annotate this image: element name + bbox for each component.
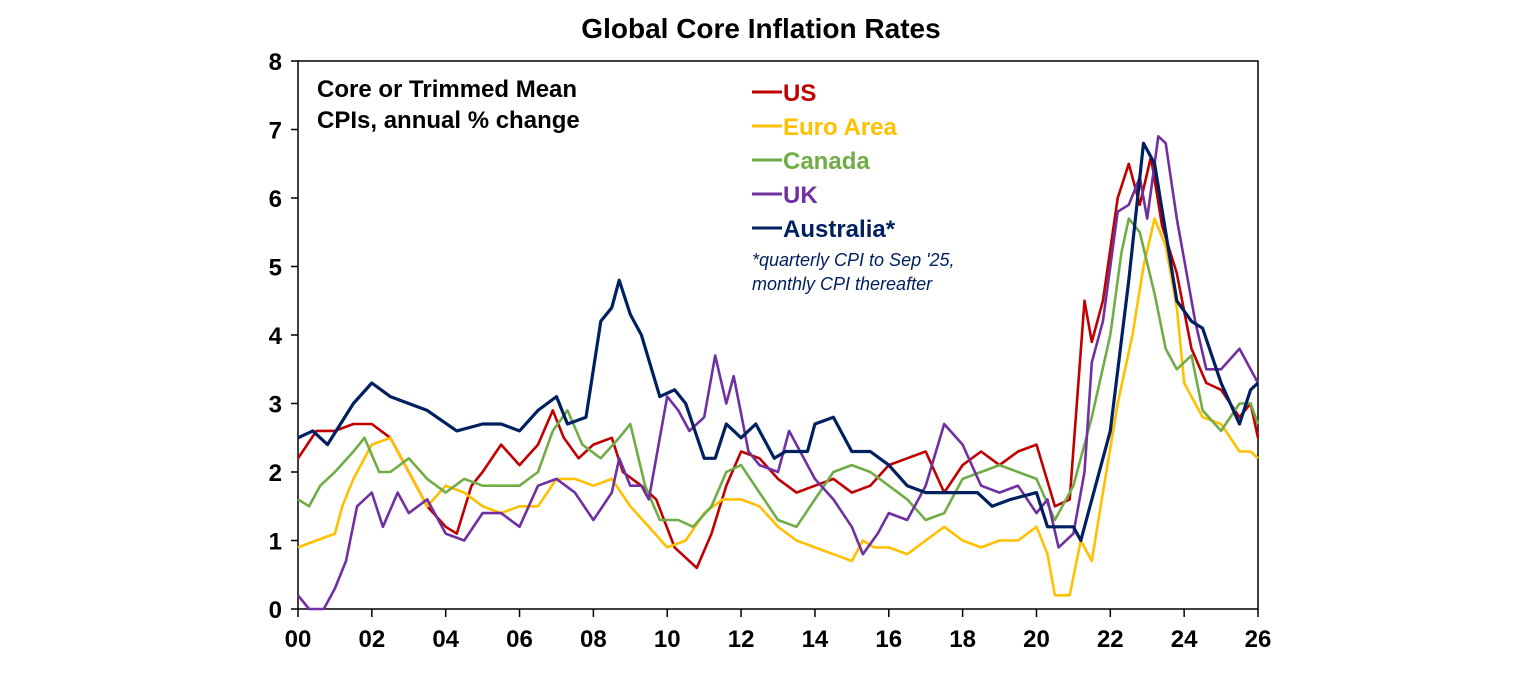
chart-title: Global Core Inflation Rates [581,13,940,44]
series-lines [296,135,1260,611]
x-tick-label: 00 [285,626,312,653]
x-tick-label: 16 [875,626,902,653]
series-line-canada [297,217,1260,529]
footnote-line-2: monthly CPI thereafter [752,274,933,294]
x-tick-label: 12 [728,626,755,653]
x-tick-label: 26 [1245,626,1272,653]
series-line-uk [296,135,1260,611]
legend-label: Euro Area [783,114,897,141]
x-tick-label: 02 [358,626,385,653]
x-tick-label: 10 [654,626,681,653]
y-tick-label: 7 [269,118,282,145]
x-tick-label: 14 [802,626,829,653]
y-tick-label: 1 [269,529,282,556]
x-tick-label: 22 [1097,626,1124,653]
y-tick-label: 5 [269,255,282,282]
y-tick-label: 4 [269,323,283,350]
y-tick-label: 6 [269,186,282,213]
y-tick-label: 0 [269,597,282,624]
x-tick-label: 24 [1171,626,1198,653]
legend-label: Canada [783,148,870,175]
legend-label: US [783,80,816,107]
series-line-us [296,155,1260,570]
legend: US Euro Area Canada UK Australia* [752,80,897,243]
series-line-euro-area [297,217,1259,597]
footnote-line-1: *quarterly CPI to Sep '25, [752,250,955,270]
x-tick-label: 20 [1023,626,1050,653]
annotation-line-1: Core or Trimmed Mean [317,76,577,103]
x-tick-label: 08 [580,626,607,653]
y-tick-label: 8 [269,49,282,76]
series-line-australia- [297,141,1260,543]
x-tick-label: 18 [949,626,976,653]
x-tick-label: 06 [506,626,533,653]
y-tick-label: 2 [269,460,282,487]
x-tick-label: 04 [432,626,459,653]
legend-label: UK [783,182,818,209]
y-tick-label: 3 [269,392,282,419]
annotation-line-2: CPIs, annual % change [317,107,580,134]
legend-label: Australia* [783,216,896,243]
